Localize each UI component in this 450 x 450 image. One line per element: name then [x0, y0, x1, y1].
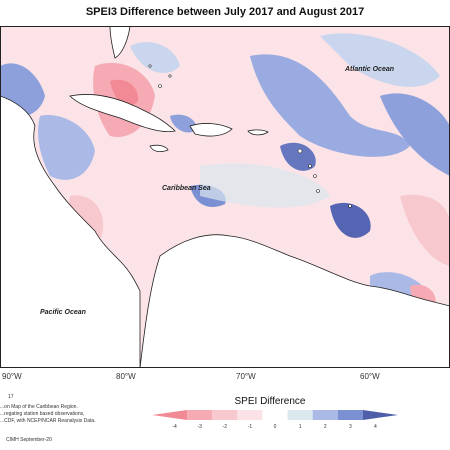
hispaniola-land	[189, 123, 233, 137]
lon-label-70w: 70°W	[236, 372, 256, 381]
legend-swatch	[237, 410, 263, 420]
spei-map: Atlantic Ocean Caribbean Sea Pacific Oce…	[0, 26, 450, 368]
credit-line-2: ...regating station based observations,	[0, 411, 85, 417]
legend-swatch	[212, 410, 238, 420]
legend-tick-label: 3	[349, 424, 352, 430]
credit-line-4: CIMH September-20	[6, 437, 52, 443]
jamaica-land	[149, 144, 169, 153]
legend-swatch	[287, 410, 313, 420]
map-title: SPEI3 Difference between July 2017 and A…	[85, 6, 365, 18]
lon-label-90w: 90°W	[2, 372, 22, 381]
legend-swatch	[362, 410, 398, 420]
legend-colorbar: -4 -3 -2 -1 0 1 2 3 4	[152, 410, 398, 430]
legend-swatch	[187, 410, 213, 420]
legend-tick-label: 4	[374, 424, 377, 430]
florida-land	[109, 26, 131, 59]
atlantic-ocean-label: Atlantic Ocean	[344, 66, 394, 73]
legend-tick-label: 0	[274, 424, 277, 430]
map-canvas: Atlantic Ocean Caribbean Sea Pacific Oce…	[0, 26, 450, 368]
credit-line-1: ...on Map of the Caribbean Region.	[0, 404, 78, 410]
lon-label-60w: 60°W	[360, 372, 380, 381]
south-america-land	[139, 234, 450, 368]
legend-tick-label: -1	[248, 424, 253, 430]
lon-label-80w: 80°W	[116, 372, 136, 381]
credit-number: 17	[8, 394, 14, 400]
small-islands	[148, 64, 352, 208]
legend-tick-label: 1	[299, 424, 302, 430]
legend-swatch	[337, 410, 363, 420]
credit-line-3: ...CDF, with NCEP/NCAR Reanalysis Data.	[0, 418, 96, 424]
central-america-land	[0, 95, 141, 368]
legend-tick-label: -2	[223, 424, 228, 430]
land-masses	[0, 26, 450, 368]
puerto-rico-land	[247, 129, 269, 136]
legend-tick-label: -3	[197, 424, 202, 430]
legend-swatch	[262, 410, 288, 420]
cuba-land	[69, 93, 176, 133]
legend-swatch	[312, 410, 338, 420]
pacific-ocean-label: Pacific Ocean	[40, 309, 86, 316]
legend-swatch	[152, 410, 188, 420]
legend-title: SPEI Difference	[234, 396, 306, 407]
legend-tick-label: -4	[172, 424, 177, 430]
legend-tick-label: 2	[324, 424, 327, 430]
caribbean-sea-label: Caribbean Sea	[162, 185, 211, 192]
